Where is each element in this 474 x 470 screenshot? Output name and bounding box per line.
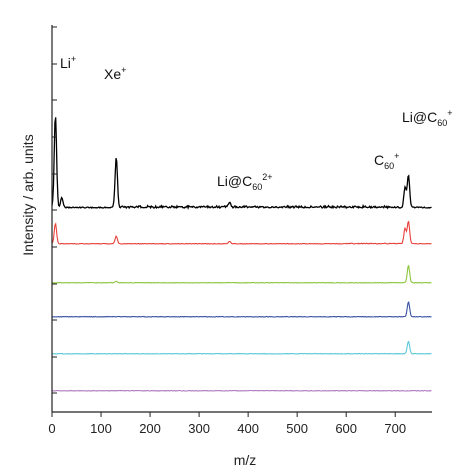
x-tick-group: 0 100 200 300 400 500 600 700 (48, 412, 406, 436)
axes-group (51, 25, 432, 413)
x-tick-label: 500 (286, 421, 308, 436)
x-tick-label: 0 (48, 421, 55, 436)
peak-annotation: Li@C602+ (217, 172, 273, 192)
x-tick-label: 400 (237, 421, 259, 436)
y-axis-title: Intensity / arb. units (20, 134, 36, 255)
annotation-group: Li+ Xe+ Li@C602+ C60+ Li@C60+ (60, 54, 453, 192)
x-axis-title: m/z (234, 452, 257, 468)
x-tick-label: 600 (335, 421, 357, 436)
x-tick-label: 100 (90, 421, 112, 436)
x-tick-label: 700 (384, 421, 406, 436)
peak-annotation: Li@C60+ (402, 108, 453, 128)
trace-group (51, 117, 432, 392)
peak-annotation: Xe+ (104, 65, 126, 82)
x-tick-label: 300 (188, 421, 210, 436)
series-line (51, 220, 432, 245)
series-line (51, 389, 432, 392)
series-line (51, 117, 432, 211)
peak-annotation: C60+ (374, 151, 399, 171)
peak-annotation: Li+ (60, 54, 76, 71)
series-line (51, 340, 432, 355)
series-line (52, 264, 432, 284)
x-tick-label: 200 (139, 421, 161, 436)
series-line (52, 300, 432, 318)
